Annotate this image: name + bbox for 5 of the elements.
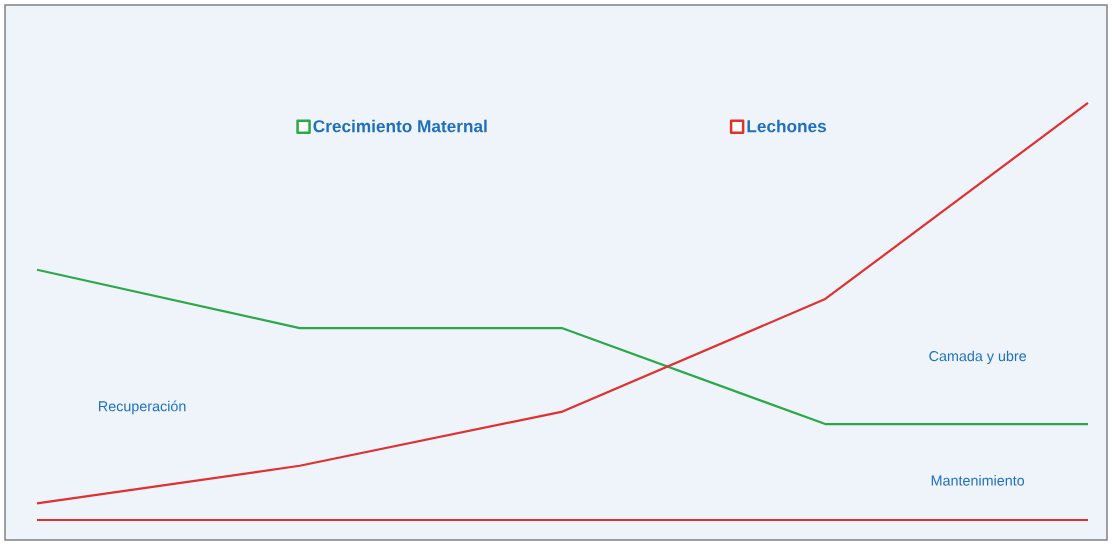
annotation: Mantenimiento — [931, 475, 1025, 486]
annotation: Camada y ubre — [929, 350, 1027, 365]
annotation: Recuperación — [99, 400, 186, 415]
legend-label: Lechones — [747, 119, 827, 133]
legend-label: Crecimiento Maternal — [313, 119, 487, 133]
